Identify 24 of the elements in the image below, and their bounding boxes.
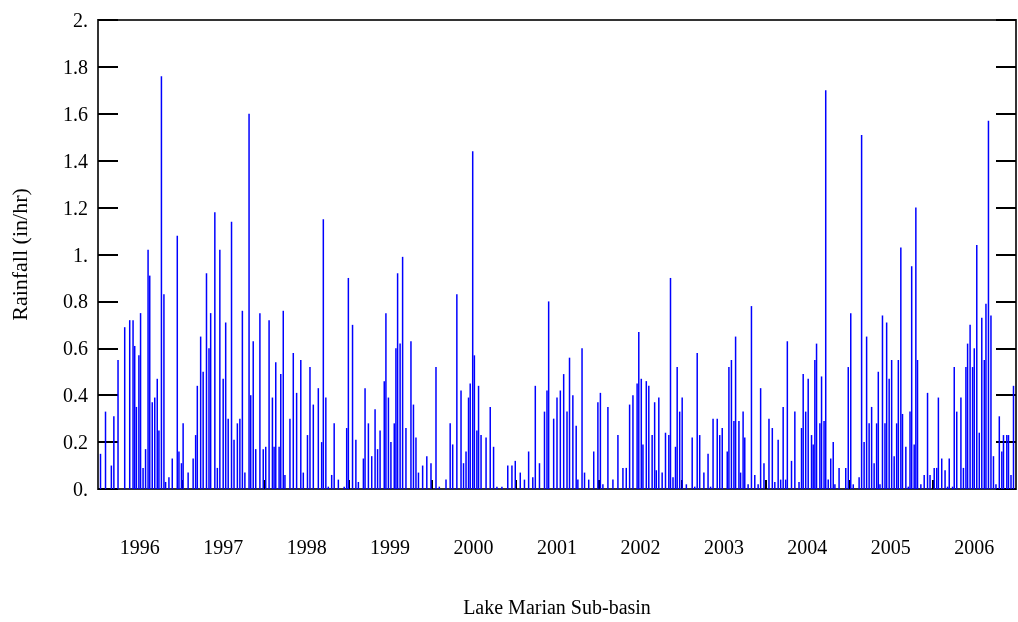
x-tick-label: 2000 bbox=[453, 536, 494, 558]
x-tick-label: 2006 bbox=[954, 536, 995, 558]
x-tick-label: 2001 bbox=[537, 536, 577, 558]
x-tick-label: 2003 bbox=[703, 536, 744, 558]
x-tick-label: 2004 bbox=[787, 536, 828, 558]
y-tick-label: 1. bbox=[73, 243, 88, 266]
x-axis-title: Lake Marian Sub-basin bbox=[463, 596, 651, 618]
x-tick-label: 1999 bbox=[370, 536, 411, 558]
y-axis-title: Rainfall (in/hr) bbox=[6, 188, 32, 321]
x-tick-label: 1996 bbox=[119, 536, 160, 558]
y-tick-label: 0. bbox=[73, 478, 88, 500]
y-tick-label: 1.4 bbox=[63, 149, 88, 172]
y-tick-label: 0.8 bbox=[63, 290, 88, 313]
x-tick-label: 2005 bbox=[870, 536, 911, 558]
y-tick-label: 1.8 bbox=[63, 55, 88, 78]
y-tick-label: 1.6 bbox=[63, 102, 88, 125]
y-tick-label: 0.6 bbox=[63, 337, 88, 360]
y-tick-label: 2. bbox=[73, 9, 88, 31]
x-tick-label: 1997 bbox=[203, 536, 244, 558]
x-tick-label: 1998 bbox=[286, 536, 327, 558]
y-tick-label: 1.2 bbox=[63, 196, 88, 219]
y-tick-label: 0.2 bbox=[63, 431, 88, 454]
x-tick-label: 2002 bbox=[620, 536, 661, 558]
y-tick-label: 0.4 bbox=[63, 384, 88, 407]
